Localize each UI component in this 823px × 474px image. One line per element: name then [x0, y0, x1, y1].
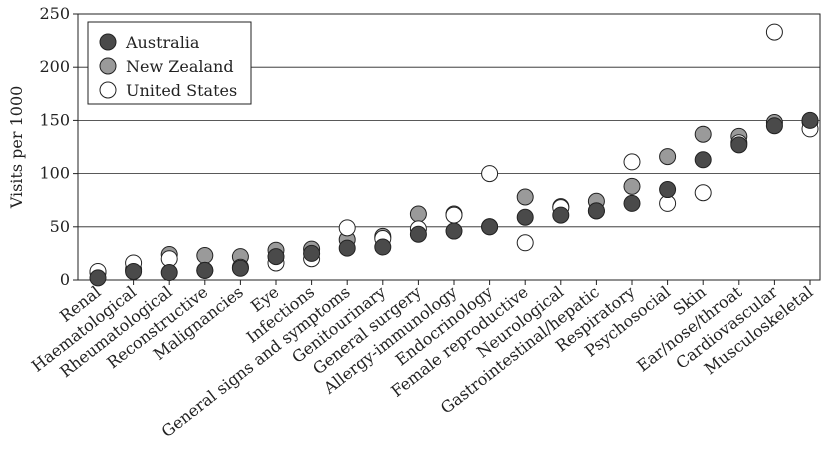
data-point — [89, 269, 107, 287]
data-point — [659, 181, 677, 199]
legend-label: United States — [126, 81, 237, 100]
legend: Australia New Zealand United States — [87, 21, 252, 105]
legend-marker — [99, 81, 117, 99]
data-point — [445, 222, 463, 240]
y-axis-title: Visits per 1000 — [7, 86, 26, 210]
data-point — [694, 125, 712, 143]
plot-frame — [77, 13, 821, 281]
data-point — [694, 184, 712, 202]
data-point — [160, 264, 178, 282]
data-point — [730, 136, 748, 154]
data-point — [445, 206, 463, 224]
legend-label: New Zealand — [126, 57, 234, 76]
y-tick-label: 200 — [39, 57, 70, 76]
y-tick-label: 250 — [39, 4, 70, 23]
data-point — [374, 238, 392, 256]
data-point — [125, 262, 143, 280]
data-point — [623, 153, 641, 171]
legend-marker — [99, 33, 117, 51]
y-axis: 0 50 100 150 200 250 — [39, 4, 78, 289]
data-point — [409, 225, 427, 243]
data-point — [481, 218, 499, 236]
data-point — [552, 206, 570, 224]
data-point — [765, 23, 783, 41]
legend-marker — [99, 57, 117, 75]
data-point — [801, 111, 819, 129]
data-point — [516, 234, 534, 252]
series-australia — [89, 111, 819, 287]
data-point — [587, 202, 605, 220]
data-point — [303, 244, 321, 262]
data-point — [267, 248, 285, 266]
data-point — [231, 259, 249, 277]
data-point — [516, 208, 534, 226]
data-point — [623, 177, 641, 195]
data-point — [659, 148, 677, 166]
data-point — [694, 151, 712, 169]
y-tick-label: 50 — [50, 217, 70, 236]
data-point — [765, 117, 783, 135]
data-point — [338, 239, 356, 257]
y-tick-label: 150 — [39, 110, 70, 129]
x-axis: RenalHaematologicalRheumatologicalRecons… — [28, 280, 816, 441]
data-point — [409, 205, 427, 223]
data-point — [196, 247, 214, 265]
data-point — [338, 219, 356, 237]
y-tick-label: 100 — [39, 164, 70, 183]
data-point — [516, 188, 534, 206]
data-point — [196, 261, 214, 279]
y-tick-label: 0 — [60, 270, 70, 289]
data-point — [481, 165, 499, 183]
data-point — [623, 194, 641, 212]
data-points — [89, 23, 819, 287]
legend-label: Australia — [125, 33, 200, 52]
